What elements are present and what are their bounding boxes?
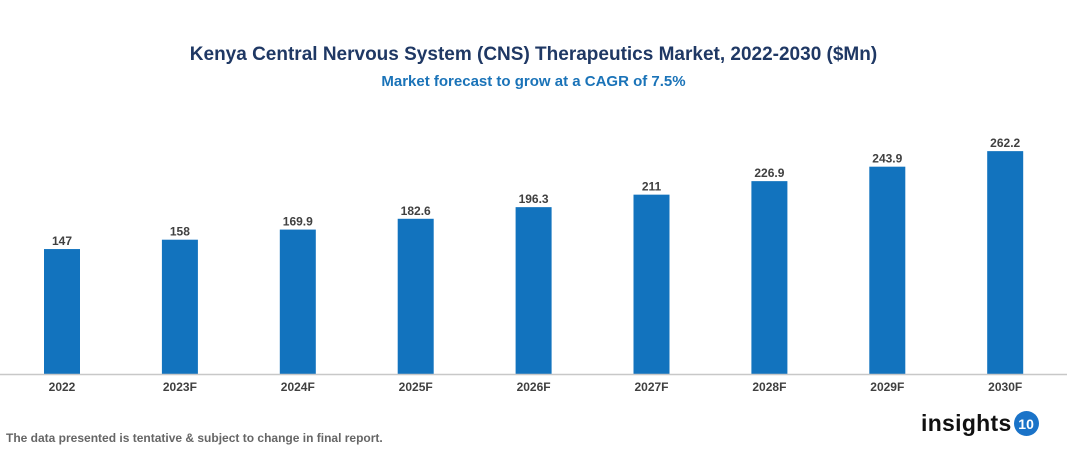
logo-badge: 10 xyxy=(1013,411,1039,436)
x-tick-label: 2030F xyxy=(988,380,1022,394)
data-label: 211 xyxy=(642,180,662,194)
x-tick-label: 2028F xyxy=(752,380,786,394)
logo-text: insights xyxy=(921,410,1012,436)
bar-2028F xyxy=(751,181,788,374)
data-label: 226.9 xyxy=(754,166,784,180)
data-label: 158 xyxy=(170,225,190,239)
x-tick-label: 2025F xyxy=(399,380,433,394)
x-tick-label: 2023F xyxy=(163,380,197,394)
data-label: 262.2 xyxy=(990,136,1020,150)
data-label: 243.9 xyxy=(872,152,902,166)
bar-2022 xyxy=(44,249,80,374)
data-label: 196.3 xyxy=(519,192,549,206)
x-tick-label: 2024F xyxy=(281,380,315,394)
bar-2026F xyxy=(515,207,552,374)
x-tick-label: 2027F xyxy=(634,380,668,394)
x-tick-label: 2022 xyxy=(49,380,76,394)
bar-2023F xyxy=(161,239,198,374)
chart-subtitle: Market forecast to grow at a CAGR of 7.5… xyxy=(381,73,686,90)
x-tick-label: 2026F xyxy=(517,380,551,394)
bar-2030F xyxy=(987,151,1024,374)
insights10-logo: insights 10 xyxy=(921,410,1039,437)
bar-2029F xyxy=(869,166,906,374)
disclaimer-text: The data presented is tentative & subjec… xyxy=(6,431,383,445)
data-label: 147 xyxy=(52,234,72,248)
bar-2024F xyxy=(279,229,316,374)
bar-2025F xyxy=(397,218,434,374)
data-label: 169.9 xyxy=(283,215,313,229)
bar-2027F xyxy=(633,194,670,374)
data-label: 182.6 xyxy=(401,204,431,218)
x-tick-label: 2029F xyxy=(870,380,904,394)
chart-title: Kenya Central Nervous System (CNS) Thera… xyxy=(189,44,878,65)
